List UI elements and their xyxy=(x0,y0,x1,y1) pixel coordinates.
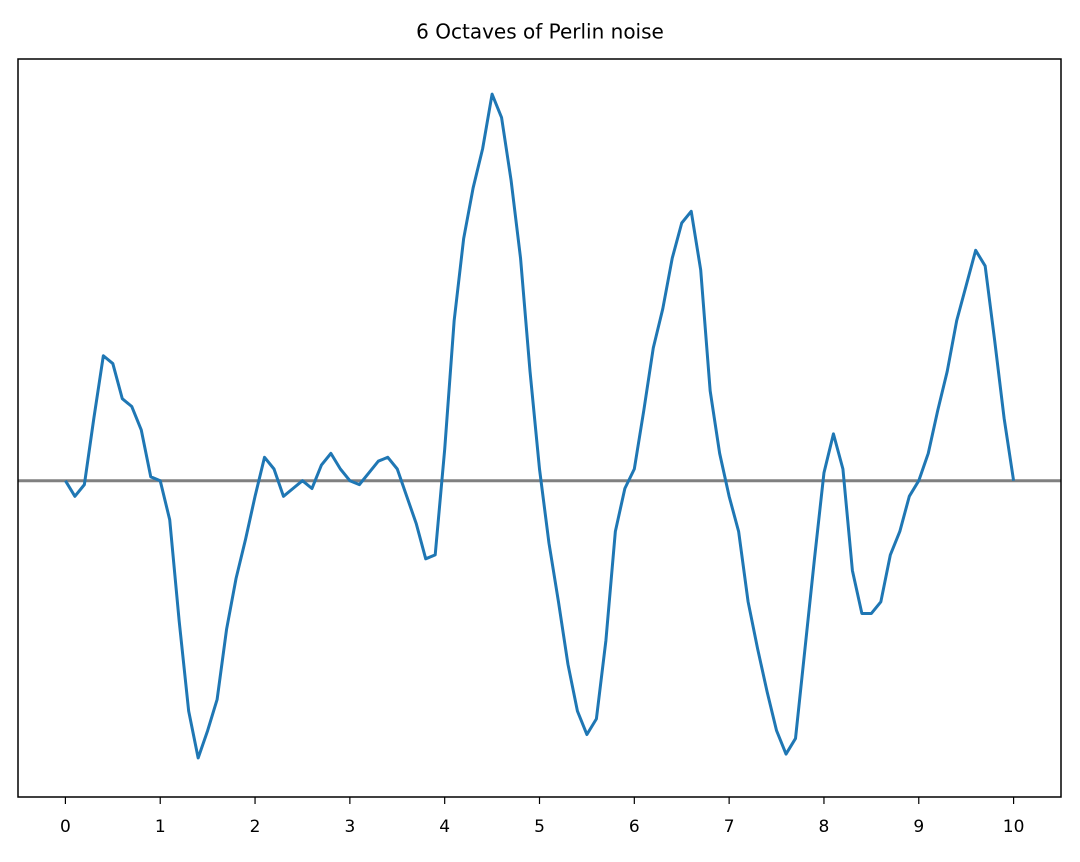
x-tick-label: 8 xyxy=(819,817,830,837)
x-tick-label: 6 xyxy=(629,817,640,837)
data-line xyxy=(64,92,1016,760)
x-tick-label: 0 xyxy=(60,817,71,837)
plot-frame xyxy=(17,58,1062,798)
x-tick-label: 3 xyxy=(344,817,355,837)
x-tick-label: 7 xyxy=(724,817,735,837)
chart-title: 6 Octaves of Perlin noise xyxy=(416,20,664,44)
x-tick-label: 5 xyxy=(534,817,545,837)
x-tick-label: 1 xyxy=(155,817,166,837)
x-tick-label: 10 xyxy=(1003,817,1025,837)
x-tick-label: 2 xyxy=(250,817,261,837)
x-tick-label: 4 xyxy=(439,817,450,837)
x-tick-label: 9 xyxy=(913,817,924,837)
